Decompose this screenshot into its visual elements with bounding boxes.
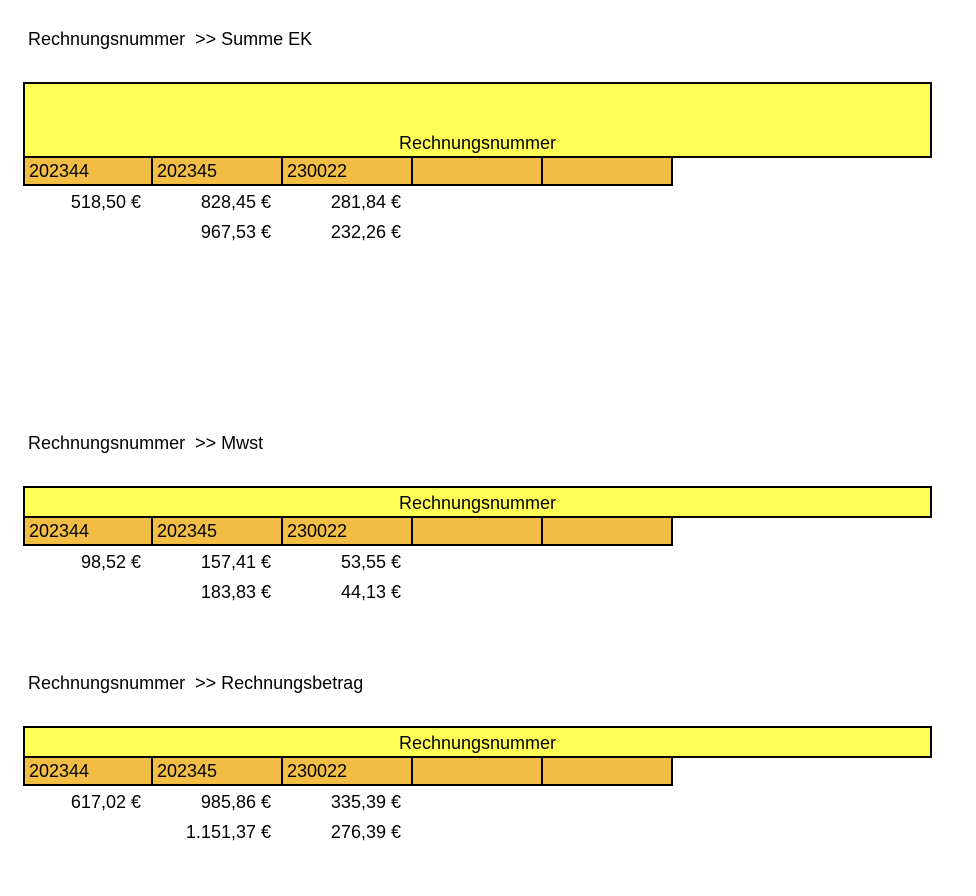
value-cell[interactable]	[23, 817, 153, 847]
value-cell[interactable]: 1.151,37 €	[185, 822, 271, 842]
value-cell[interactable]: 335,39 €	[330, 792, 401, 812]
data-row: 183,83 € 44,13 €	[23, 577, 413, 607]
value-cell[interactable]: 281,84 €	[330, 192, 401, 212]
value-cell[interactable]: 276,39 €	[330, 822, 401, 842]
column-header-cell[interactable]	[413, 156, 543, 186]
column-header-cell[interactable]: 230022	[283, 756, 413, 786]
column-header-cell[interactable]: 202345	[153, 516, 283, 546]
column-header-row: 202344 202345 230022	[23, 156, 673, 186]
data-row: 1.151,37 € 276,39 €	[23, 817, 413, 847]
value-cell[interactable]: 44,13 €	[340, 582, 401, 602]
column-header-cell[interactable]	[413, 516, 543, 546]
band-label: Rechnungsnummer	[398, 133, 557, 153]
value-cell[interactable]: 828,45 €	[200, 192, 271, 212]
section-title: Rechnungsnummer >> Rechnungsbetrag	[28, 673, 364, 693]
section-title: Rechnungsnummer >> Mwst	[28, 433, 264, 453]
column-header-row: 202344 202345 230022	[23, 516, 673, 546]
value-cell[interactable]: 53,55 €	[340, 552, 401, 572]
band-label: Rechnungsnummer	[398, 733, 557, 753]
column-header-cell[interactable]: 202345	[153, 756, 283, 786]
column-header-cell[interactable]: 202344	[23, 156, 153, 186]
column-header-cell[interactable]	[543, 756, 673, 786]
data-row: 98,52 € 157,41 € 53,55 €	[23, 547, 413, 577]
value-cell[interactable]: 518,50 €	[70, 192, 141, 212]
column-header-cell[interactable]: 202345	[153, 156, 283, 186]
data-row: 617,02 € 985,86 € 335,39 €	[23, 787, 413, 817]
column-header-cell[interactable]	[543, 516, 673, 546]
header-band: Rechnungsnummer	[23, 486, 932, 518]
data-row: 967,53 € 232,26 €	[23, 217, 413, 247]
value-cell[interactable]: 232,26 €	[330, 222, 401, 242]
value-cell[interactable]	[23, 577, 153, 607]
column-header-cell[interactable]	[413, 756, 543, 786]
value-cell[interactable]: 98,52 €	[80, 552, 141, 572]
value-cell[interactable]: 183,83 €	[200, 582, 271, 602]
column-header-cell[interactable]: 202344	[23, 516, 153, 546]
column-header-cell[interactable]: 230022	[283, 516, 413, 546]
section-title: Rechnungsnummer >> Summe EK	[28, 29, 313, 49]
column-header-cell[interactable]	[543, 156, 673, 186]
value-cell[interactable]: 967,53 €	[200, 222, 271, 242]
value-cell[interactable]: 157,41 €	[200, 552, 271, 572]
value-cell[interactable]: 985,86 €	[200, 792, 271, 812]
column-header-cell[interactable]: 202344	[23, 756, 153, 786]
column-header-cell[interactable]: 230022	[283, 156, 413, 186]
value-cell[interactable]: 617,02 €	[70, 792, 141, 812]
band-label: Rechnungsnummer	[398, 493, 557, 513]
value-cell[interactable]	[23, 217, 153, 247]
column-header-row: 202344 202345 230022	[23, 756, 673, 786]
data-row: 518,50 € 828,45 € 281,84 €	[23, 187, 413, 217]
header-band: Rechnungsnummer	[23, 82, 932, 158]
header-band: Rechnungsnummer	[23, 726, 932, 758]
